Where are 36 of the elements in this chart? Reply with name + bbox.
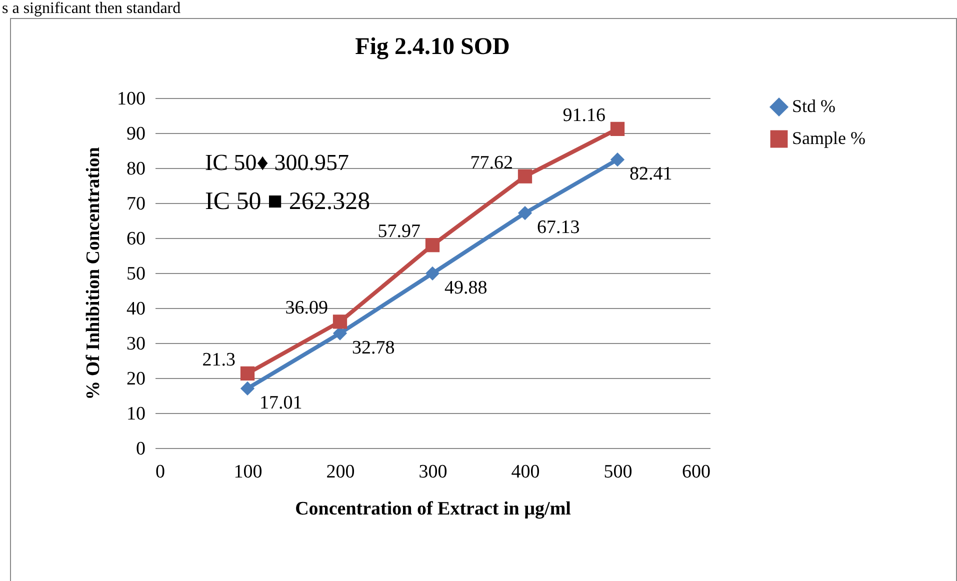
x-tick-label: 0	[156, 462, 165, 482]
y-tick-label: 100	[117, 88, 146, 110]
data-label: 49.88	[444, 277, 488, 298]
data-label: 57.97	[378, 221, 420, 242]
x-axis-title: Concentration of Extract in µg/ml	[295, 498, 571, 520]
y-axis-title: % Of Inhibition Concentration	[83, 146, 104, 400]
chart-title: Fig 2.4.10 SOD	[355, 34, 510, 60]
data-label: 67.13	[537, 217, 580, 238]
text: s a significant then standard	[2, 0, 181, 18]
legend-label: Sample %	[792, 128, 866, 148]
y-tick-label: 60	[126, 228, 146, 250]
y-tick-label: 0	[136, 438, 146, 460]
y-tick-label: 30	[126, 334, 146, 354]
data-label: 17.01	[260, 392, 302, 414]
x-tick-label: 400	[511, 462, 540, 482]
y-tick-label: 50	[126, 264, 146, 284]
y-tick-label: 90	[126, 124, 146, 144]
x-tick-label: 100	[234, 462, 262, 482]
data-label: 91.16	[562, 104, 606, 126]
data-label: 36.09	[285, 298, 328, 319]
legend-label: Std %	[792, 96, 836, 116]
annotation: IC 50♦ 300.957	[205, 150, 349, 176]
data-label: 77.62	[470, 152, 513, 174]
y-tick-label: 10	[126, 404, 146, 424]
y-tick-label: 80	[126, 158, 146, 180]
x-tick-label: 500	[604, 462, 632, 482]
data-label: 82.41	[630, 164, 672, 185]
x-tick-label: 300	[418, 462, 448, 482]
x-tick-label: 200	[326, 462, 355, 482]
x-tick-label: 600	[682, 462, 710, 482]
y-tick-label: 20	[126, 368, 146, 390]
data-label: 21.3	[202, 349, 236, 370]
y-tick-label: 70	[126, 194, 146, 214]
annotation: IC 50 ■ 262.328	[205, 188, 370, 216]
y-tick-label: 40	[126, 298, 146, 320]
data-label: 32.78	[352, 337, 395, 358]
